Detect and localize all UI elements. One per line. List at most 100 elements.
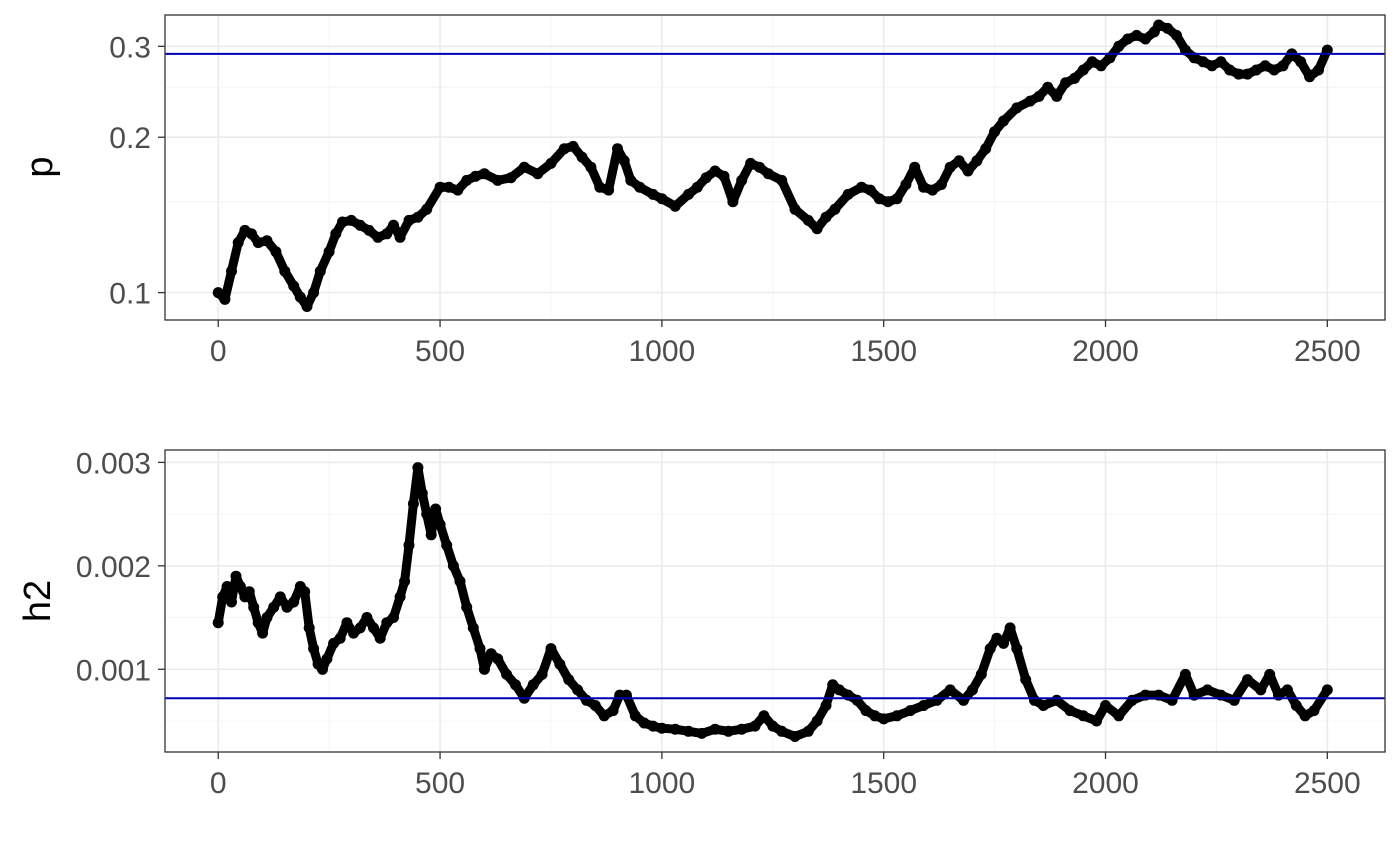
data-point bbox=[598, 710, 610, 722]
data-point bbox=[334, 632, 346, 644]
data-point bbox=[443, 181, 455, 193]
data-point bbox=[232, 237, 244, 249]
data-point bbox=[776, 725, 788, 737]
data-point bbox=[1290, 700, 1302, 711]
data-point bbox=[1313, 64, 1324, 76]
data-point bbox=[811, 715, 823, 727]
data-point bbox=[638, 717, 650, 729]
x-tick-label: 2500 bbox=[1294, 335, 1361, 368]
data-point bbox=[554, 658, 566, 670]
data-point bbox=[243, 586, 255, 598]
data-point bbox=[1051, 694, 1063, 706]
data-point bbox=[1277, 60, 1289, 72]
data-point bbox=[749, 720, 761, 732]
data-point bbox=[1242, 674, 1253, 686]
data-point bbox=[1321, 684, 1333, 696]
data-point bbox=[388, 612, 399, 623]
data-point bbox=[962, 165, 974, 177]
data-point bbox=[789, 731, 801, 742]
data-point bbox=[656, 722, 668, 734]
data-point bbox=[754, 161, 765, 173]
data-point bbox=[303, 622, 315, 634]
data-point bbox=[944, 684, 956, 696]
panel-p: 0 500 1000 1500 2000 2500 0.1 0.2 0.3 p bbox=[19, 14, 1386, 368]
data-point bbox=[1268, 64, 1280, 76]
data-point bbox=[966, 684, 978, 696]
data-point bbox=[492, 653, 504, 665]
data-point bbox=[625, 174, 637, 186]
data-point bbox=[430, 503, 442, 515]
data-point bbox=[294, 291, 306, 303]
data-point bbox=[758, 710, 770, 722]
data-point bbox=[904, 705, 916, 717]
data-point bbox=[683, 725, 694, 737]
data-point bbox=[1091, 715, 1103, 727]
data-point bbox=[461, 601, 473, 613]
data-point bbox=[1255, 684, 1267, 696]
data-point bbox=[330, 228, 342, 240]
data-point bbox=[518, 161, 530, 173]
data-point bbox=[321, 653, 333, 665]
y-tick-label: 0.002 bbox=[76, 551, 151, 584]
data-point bbox=[354, 622, 366, 634]
data-point bbox=[361, 612, 373, 623]
data-point bbox=[308, 643, 320, 655]
data-point bbox=[820, 700, 832, 711]
data-point bbox=[851, 694, 863, 706]
data-point bbox=[454, 575, 466, 587]
data-point bbox=[669, 200, 681, 212]
data-point bbox=[558, 143, 570, 155]
data-point bbox=[958, 694, 969, 706]
data-point bbox=[341, 617, 353, 629]
data-point bbox=[1113, 710, 1125, 722]
data-point bbox=[268, 601, 280, 613]
data-point bbox=[1060, 77, 1072, 89]
data-point bbox=[279, 265, 291, 277]
data-point bbox=[399, 575, 411, 587]
data-point bbox=[585, 161, 597, 173]
data-point bbox=[789, 203, 801, 215]
data-point bbox=[1197, 56, 1209, 68]
data-point bbox=[474, 643, 486, 655]
data-point bbox=[545, 643, 557, 655]
data-point bbox=[618, 155, 630, 167]
data-point bbox=[1104, 52, 1116, 64]
data-point bbox=[532, 168, 544, 180]
data-point bbox=[927, 184, 938, 196]
data-point bbox=[1259, 60, 1271, 72]
data-point bbox=[230, 570, 242, 582]
data-point bbox=[776, 174, 788, 186]
data-point bbox=[1308, 705, 1320, 717]
data-point bbox=[441, 539, 453, 551]
x-tick-label: 2000 bbox=[1072, 767, 1139, 800]
data-point bbox=[576, 151, 588, 163]
data-point bbox=[563, 674, 575, 686]
data-point bbox=[727, 196, 739, 208]
data-point bbox=[1011, 102, 1023, 114]
data-point bbox=[856, 181, 867, 193]
x-tick-label: 0 bbox=[210, 767, 227, 800]
data-point bbox=[246, 228, 257, 240]
data-point bbox=[1281, 684, 1293, 696]
data-point bbox=[629, 710, 641, 722]
data-point bbox=[1051, 90, 1063, 102]
data-point bbox=[425, 529, 437, 541]
data-point bbox=[656, 193, 668, 205]
data-point bbox=[505, 172, 517, 184]
data-point bbox=[354, 219, 366, 231]
data-point bbox=[403, 539, 415, 551]
data-point bbox=[1304, 71, 1316, 83]
data-point bbox=[226, 596, 237, 608]
data-point bbox=[1042, 81, 1054, 93]
data-point bbox=[1264, 668, 1276, 680]
data-point bbox=[248, 601, 260, 613]
y-tick-label: 0.3 bbox=[109, 31, 151, 64]
data-point bbox=[219, 293, 231, 305]
data-point bbox=[252, 237, 264, 249]
data-point bbox=[709, 165, 721, 177]
x-tick-label: 0 bbox=[210, 335, 227, 368]
data-point bbox=[736, 174, 748, 186]
data-point bbox=[722, 725, 734, 737]
data-point bbox=[1011, 643, 1023, 655]
data-point bbox=[212, 617, 224, 629]
